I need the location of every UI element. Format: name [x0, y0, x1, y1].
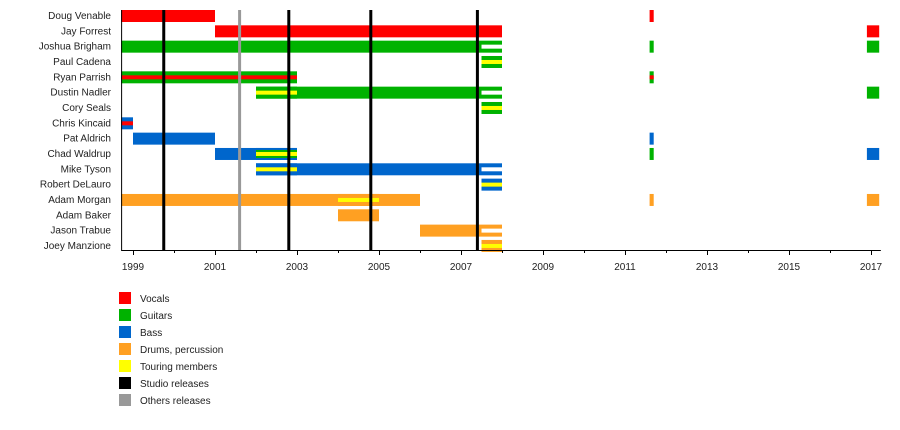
member-label: Adam Baker	[56, 210, 112, 221]
member-bar	[866, 86, 880, 99]
member-label: Pat Aldrich	[63, 134, 111, 145]
member-label: Paul Cadena	[53, 57, 111, 68]
studio-release-line	[162, 10, 166, 250]
legend-label: Drums, percussion	[140, 345, 223, 356]
legend-item: Studio releases	[119, 377, 209, 390]
member-bar-stripe	[481, 105, 502, 110]
member-bar	[649, 132, 654, 145]
member-bar	[866, 147, 880, 160]
legend-item: Touring members	[119, 360, 217, 373]
member-bar	[649, 40, 654, 53]
x-tick-label: 2007	[450, 262, 473, 273]
member-bar	[256, 86, 482, 99]
member-bar-stripe	[481, 243, 502, 248]
member-bar-stripe	[256, 151, 297, 156]
member-bar-stripe	[481, 182, 502, 187]
member-bar	[649, 193, 654, 206]
legend-swatch	[119, 360, 131, 372]
x-tick-label: 2015	[778, 262, 801, 273]
legend-label: Others releases	[140, 396, 211, 407]
legend-item: Guitars	[119, 309, 172, 322]
legend-swatch	[119, 377, 131, 389]
x-tick-label: 2011	[614, 262, 636, 273]
legend-item: Vocals	[119, 292, 169, 305]
member-label: Joey Manzione	[44, 241, 112, 252]
member-bar-stripe	[121, 121, 133, 126]
member-label: Dustin Nadler	[50, 88, 111, 99]
member-label: Robert DeLauro	[40, 180, 112, 191]
member-bar-stripe	[649, 75, 654, 80]
member-bar	[649, 147, 654, 160]
member-bar	[121, 10, 215, 22]
member-bar-stripe	[338, 197, 379, 202]
legend-swatch	[119, 394, 131, 406]
legend-swatch	[119, 292, 131, 304]
x-tick-label: 2017	[860, 262, 883, 273]
member-bar	[338, 209, 379, 222]
x-tick-label: 2009	[532, 262, 555, 273]
member-bar	[866, 40, 880, 53]
legend-label: Vocals	[140, 294, 169, 305]
legend-item: Bass	[119, 326, 162, 339]
legend-item: Drums, percussion	[119, 343, 223, 356]
member-bar-gap	[481, 44, 502, 49]
member-label: Doug Venable	[48, 11, 111, 22]
member-bar	[215, 25, 502, 38]
member-label: Ryan Parrish	[53, 72, 111, 83]
member-label: Jay Forrest	[61, 26, 111, 37]
others-release-line	[238, 10, 242, 250]
legend-label: Bass	[140, 328, 162, 339]
member-label: Joshua Brigham	[39, 42, 111, 53]
member-bar-gap	[481, 90, 502, 95]
member-bar-stripe	[256, 90, 297, 95]
x-tick-label: 2001	[204, 262, 227, 273]
member-label: Jason Trabue	[50, 226, 111, 237]
member-bar	[121, 40, 482, 53]
member-bar	[866, 25, 880, 38]
member-bar-gap	[481, 167, 502, 172]
member-bar-stripe	[121, 75, 297, 80]
member-bar-gap	[481, 228, 502, 233]
legend-swatch	[119, 309, 131, 321]
member-label: Cory Seals	[62, 103, 111, 114]
member-bar	[256, 163, 482, 176]
legend-item: Others releases	[119, 394, 211, 407]
x-tick-label: 2013	[696, 262, 719, 273]
legend-label: Touring members	[140, 362, 217, 373]
member-label: Mike Tyson	[61, 164, 111, 175]
x-tick-label: 2003	[286, 262, 309, 273]
member-bar-stripe	[256, 167, 297, 172]
studio-release-line	[287, 10, 291, 250]
legend-label: Guitars	[140, 311, 172, 322]
x-tick-label: 2005	[368, 262, 391, 273]
member-bar	[649, 10, 654, 22]
legend-label: Studio releases	[140, 379, 209, 390]
member-bar-stripe	[481, 59, 502, 64]
studio-release-line	[369, 10, 373, 250]
member-label: Chad Waldrup	[47, 149, 111, 160]
member-bar	[420, 224, 482, 237]
member-bar	[866, 193, 880, 206]
member-label: Chris Kincaid	[52, 118, 111, 129]
x-tick-label: 1999	[122, 262, 145, 273]
legend-swatch	[119, 326, 131, 338]
member-label: Adam Morgan	[48, 195, 111, 206]
studio-release-line	[475, 10, 479, 250]
legend-swatch	[119, 343, 131, 355]
member-bar	[133, 132, 215, 145]
